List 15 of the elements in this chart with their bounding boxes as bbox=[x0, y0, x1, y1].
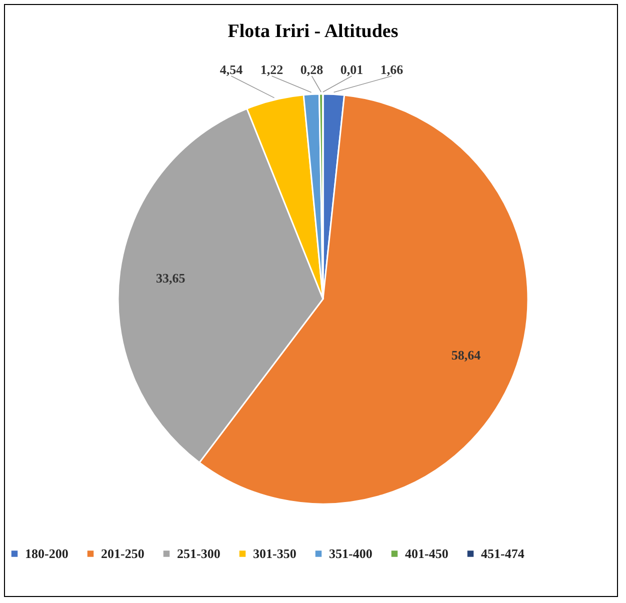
data-label: 1,22 bbox=[260, 62, 284, 77]
data-label: 0,01 bbox=[340, 62, 364, 77]
data-label: 1,66 bbox=[380, 62, 404, 77]
legend-label: 451-474 bbox=[481, 546, 525, 561]
legend-label: 251-300 bbox=[177, 546, 220, 561]
data-label: 33,65 bbox=[156, 270, 186, 286]
legend-label: 351-400 bbox=[329, 546, 372, 561]
data-label: 4,54 bbox=[220, 62, 244, 77]
data-label: 58,64 bbox=[451, 347, 482, 362]
legend-label: 301-350 bbox=[253, 546, 296, 561]
legend-label: 201-250 bbox=[101, 546, 144, 561]
legend-label: 180-200 bbox=[25, 546, 68, 561]
chart-title: Flota Iriri - Altitudes bbox=[228, 21, 398, 42]
legend-label: 401-450 bbox=[405, 546, 448, 561]
data-label: 0,28 bbox=[300, 62, 324, 77]
